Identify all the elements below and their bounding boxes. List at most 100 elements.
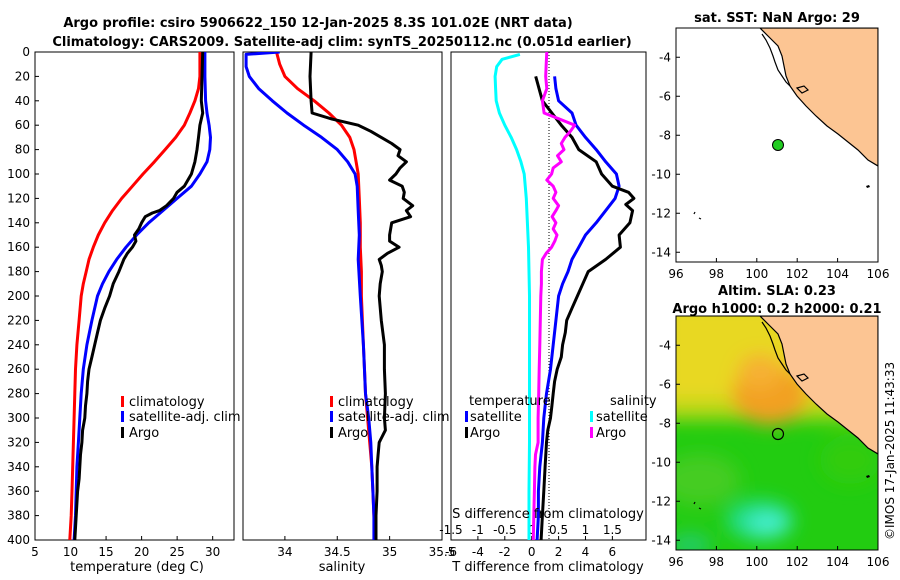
- legend-satellite-label: satellite-adj. clim: [129, 410, 241, 425]
- legend-satellite-label: satellite-adj. clim: [338, 410, 450, 425]
- depth-tick-label: 0: [22, 45, 30, 59]
- christmas-island: [866, 475, 870, 478]
- s-diff-tick-label: -1.5: [439, 523, 462, 537]
- depth-tick-label: 340: [7, 460, 30, 474]
- small-island: [795, 85, 810, 94]
- series-line-argo: [73, 52, 205, 540]
- temperature-x-label: temperature (deg C): [70, 560, 204, 575]
- legend-climatology-label: climatology: [129, 395, 205, 410]
- legend-climatology-swatch: [330, 396, 333, 407]
- sst-map-title: sat. SST: NaN Argo: 29: [694, 11, 860, 26]
- depth-tick-label: 160: [7, 240, 30, 254]
- x-tick-label: 5: [31, 545, 39, 559]
- sst-map-lon-axis: 96 98 100 102 104 106: [668, 258, 889, 281]
- sla-map-frame: [675, 315, 879, 551]
- x-tick-label: 35: [382, 545, 397, 559]
- s-diff-tick-label: 0.5: [549, 523, 568, 537]
- lat-tick-label: -4: [659, 338, 671, 352]
- depth-tick-label: 240: [7, 338, 30, 352]
- depth-tick-label: 400: [7, 533, 30, 547]
- sla-map-lat-axis: -4 -6 -8 -10 -12 -14: [651, 338, 680, 547]
- small-island: [795, 373, 810, 382]
- t-difference-x-label: T difference from climatology: [451, 560, 644, 575]
- lat-tick-label: -14: [651, 245, 671, 259]
- legend-s-satellite-label: satellite: [596, 410, 648, 425]
- s-diff-tick-label: -1: [472, 523, 484, 537]
- lat-tick-label: -10: [651, 455, 671, 469]
- series-line-climatology: [68, 52, 202, 540]
- s-diff-tick-label: 1: [582, 523, 590, 537]
- sla-map-title-line1: Altim. SLA: 0.23: [718, 284, 836, 299]
- legend-t-argo-swatch: [465, 427, 468, 438]
- salinity-x-axis: 34 34.5 35 35.5: [277, 536, 455, 559]
- x-tick-label: 0: [528, 545, 536, 559]
- lon-tick-label: 98: [709, 555, 724, 569]
- legend-s-satellite-swatch: [590, 411, 593, 422]
- cocos-islands: [693, 211, 702, 220]
- depth-tick-label: 320: [7, 435, 30, 449]
- lon-tick-label: 100: [745, 555, 768, 569]
- lon-tick-label: 104: [826, 267, 849, 281]
- legend-s-argo-label: Argo: [596, 426, 626, 441]
- depth-tick-label: 280: [7, 387, 30, 401]
- lon-tick-label: 96: [668, 267, 683, 281]
- x-tick-label: 30: [205, 545, 220, 559]
- lat-tick-label: -12: [651, 494, 671, 508]
- series-line-t-satellite: [535, 76, 621, 540]
- legend-argo-swatch: [330, 427, 333, 438]
- x-tick-label: 25: [170, 545, 185, 559]
- depth-tick-label: 40: [15, 94, 30, 108]
- lat-tick-label: -6: [659, 377, 671, 391]
- argo-float-marker: [772, 139, 784, 151]
- mentawai-coastline: [761, 33, 791, 87]
- s-difference-x-label: S difference from climatology: [452, 507, 644, 522]
- lat-tick-label: -8: [659, 128, 671, 142]
- lat-tick-label: -6: [659, 89, 671, 103]
- t-difference-x-axis: -6 -4 -2 0 2 4 6: [445, 536, 616, 559]
- legend-satellite-swatch: [121, 411, 124, 422]
- sst-map-lat-axis: -4 -6 -8 -10 -12 -14: [651, 50, 680, 259]
- sumatra-java-landmass: [759, 316, 878, 455]
- sla-map-title-line2: Argo h1000: 0.2 h2000: 0.21: [672, 302, 881, 317]
- figure-title-line1: Argo profile: csiro 5906622_150 12-Jan-2…: [63, 16, 572, 31]
- series-line-satellite-adj-clim: [244, 52, 376, 540]
- salinity-legend: climatology satellite-adj. clim Argo: [330, 395, 450, 441]
- sst-map-panel: sat. SST: NaN Argo: 29 96 98 100 102 104 106 …: [651, 11, 889, 281]
- lat-tick-label: -12: [651, 206, 671, 220]
- christmas-island: [866, 185, 870, 188]
- difference-panel: -6 -4 -2 0 2 4 6 -1.5 -1 -0.5 0 0.5 1 1.5 T differen…: [439, 51, 657, 575]
- sumatra-java-landmass: [759, 28, 878, 167]
- legend-s-argo-swatch: [590, 427, 593, 438]
- figure-title-line2: Climatology: CARS2009. Satellite-adj cli…: [52, 35, 631, 50]
- depth-tick-label: 20: [15, 69, 30, 83]
- lon-tick-label: 98: [709, 267, 724, 281]
- legend-climatology-label: climatology: [338, 395, 414, 410]
- legend-t-argo-label: Argo: [470, 426, 500, 441]
- x-tick-label: 20: [134, 545, 149, 559]
- x-tick-label: -6: [445, 545, 457, 559]
- depth-tick-label: 300: [7, 411, 30, 425]
- temperature-legend: climatology satellite-adj. clim Argo: [121, 395, 241, 441]
- series-line-t-argo: [534, 76, 636, 540]
- salinity-panel: 34 34.5 35 35.5 salinity climatology satell…: [242, 51, 455, 575]
- salinity-x-label: salinity: [319, 560, 366, 575]
- lat-tick-label: -14: [651, 533, 671, 547]
- depth-tick-label: 60: [15, 118, 30, 132]
- legend-climatology-swatch: [121, 396, 124, 407]
- s-difference-x-axis: -1.5 -1 -0.5 0 0.5 1 1.5: [439, 523, 622, 537]
- x-tick-label: -2: [499, 545, 511, 559]
- legend-argo-label: Argo: [338, 426, 368, 441]
- lon-tick-label: 106: [867, 555, 890, 569]
- cocos-islands: [693, 501, 702, 510]
- depth-tick-label: 360: [7, 484, 30, 498]
- legend-t-satellite-label: satellite: [470, 410, 522, 425]
- s-diff-tick-label: 0: [528, 523, 536, 537]
- x-tick-label: 10: [63, 545, 78, 559]
- temperature-panel: 0 20 40 60 80 100 120 140 160 180 200 220 240 260 280 3…: [7, 45, 455, 575]
- s-diff-tick-label: -0.5: [493, 523, 516, 537]
- legend-argo-label: Argo: [129, 426, 159, 441]
- sla-map-lon-axis: 96 98 100 102 104 106: [668, 546, 889, 569]
- mentawai-coastline: [761, 321, 791, 375]
- difference-legend: temperature satellite Argo salinity sate…: [465, 394, 657, 441]
